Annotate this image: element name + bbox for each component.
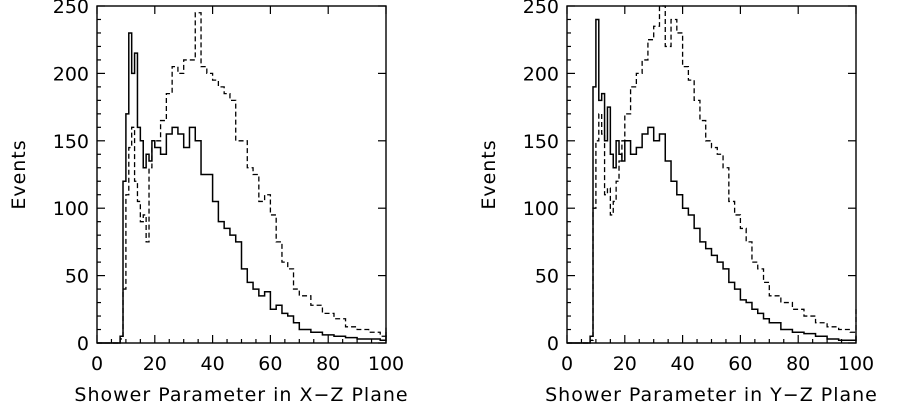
y-tick-label: 50 bbox=[535, 266, 559, 288]
y-tick-label: 50 bbox=[65, 266, 89, 288]
x-tick-label: 20 bbox=[613, 353, 637, 375]
y-tick-label: 200 bbox=[53, 63, 89, 85]
y-tick-label: 0 bbox=[77, 333, 89, 355]
y-tick-label: 100 bbox=[523, 198, 559, 220]
x-tick-label: 0 bbox=[561, 353, 573, 375]
x-tick-label: 80 bbox=[786, 353, 810, 375]
x-tick-label: 60 bbox=[258, 353, 282, 375]
y-tick-label: 250 bbox=[523, 0, 559, 18]
y-tick-label: 100 bbox=[53, 198, 89, 220]
y-tick-label: 150 bbox=[523, 131, 559, 153]
solid-histogram bbox=[97, 32, 387, 344]
y-axis-label: Events bbox=[8, 139, 30, 209]
x-tick-label: 20 bbox=[143, 353, 167, 375]
x-tick-label: 40 bbox=[201, 353, 225, 375]
plot-frame bbox=[96, 5, 387, 344]
panel-xz: 0 20 40 60 80 100 0 50 100 150 200 250 Shower Parame… bbox=[8, 0, 408, 406]
y-tick-label: 0 bbox=[547, 333, 559, 355]
x-tick-label: 80 bbox=[316, 353, 340, 375]
plot-frame bbox=[566, 5, 857, 344]
y-axis-label: Events bbox=[478, 139, 500, 209]
x-tick-label: 0 bbox=[91, 353, 103, 375]
panel-yz: 0 20 40 60 80 100 0 50 100 150 200 250 Shower Parame… bbox=[478, 0, 878, 406]
x-tick-label: 100 bbox=[838, 353, 874, 375]
dashed-histogram bbox=[567, 5, 857, 344]
x-axis-label: Shower Parameter in X−Z Plane bbox=[74, 384, 408, 406]
x-tick-label: 60 bbox=[728, 353, 752, 375]
y-tick-label: 150 bbox=[53, 131, 89, 153]
y-tick-label: 250 bbox=[53, 0, 89, 18]
dashed-histogram bbox=[97, 12, 387, 344]
y-tick-label: 200 bbox=[523, 63, 559, 85]
x-axis-label: Shower Parameter in Y−Z Plane bbox=[545, 384, 878, 406]
x-tick-label: 40 bbox=[671, 353, 695, 375]
solid-histogram bbox=[567, 18, 857, 344]
x-tick-label: 100 bbox=[368, 353, 404, 375]
